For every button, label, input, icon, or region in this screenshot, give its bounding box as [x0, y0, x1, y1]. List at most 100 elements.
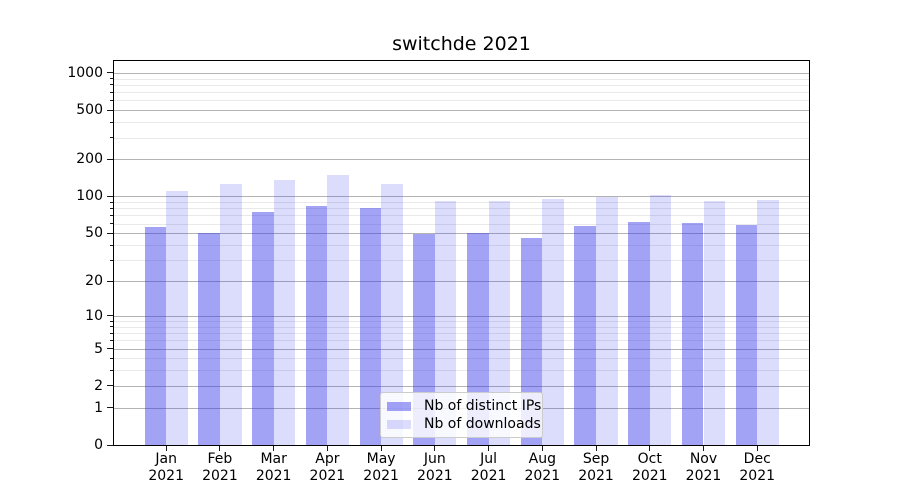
bar-distinct-ips — [628, 222, 650, 445]
y-minor-tick-mark — [110, 99, 113, 101]
minor-gridline — [114, 208, 809, 210]
major-gridline — [114, 196, 809, 198]
y-tick-mark — [107, 315, 113, 317]
bar-downloads — [596, 197, 618, 445]
minor-gridline — [114, 326, 809, 328]
x-tick-mark — [756, 446, 758, 451]
y-minor-tick-mark — [110, 223, 113, 225]
x-tick-label: Dec 2021 — [739, 451, 776, 484]
bar-downloads — [327, 175, 349, 445]
bar-distinct-ips — [305, 206, 328, 445]
x-tick-mark — [595, 446, 597, 451]
x-tick-mark — [649, 446, 651, 451]
y-minor-tick-mark — [110, 244, 113, 246]
minor-gridline — [114, 100, 809, 102]
y-tick-label: 500 — [76, 102, 103, 119]
major-gridline — [114, 281, 809, 283]
x-tick-label: Nov 2021 — [685, 451, 722, 484]
bar-downloads — [219, 184, 242, 445]
bar-downloads — [757, 200, 779, 445]
y-tick-label: 5 — [94, 340, 103, 357]
y-minor-tick-mark — [110, 357, 113, 359]
y-minor-tick-mark — [110, 207, 113, 209]
major-gridline — [114, 315, 809, 317]
x-tick-mark — [703, 446, 704, 451]
y-tick-label: 200 — [76, 151, 103, 168]
y-tick-mark — [107, 280, 113, 282]
y-tick-label: 10 — [85, 307, 103, 324]
y-minor-tick-mark — [110, 121, 113, 123]
x-tick-label: Jun 2021 — [417, 451, 453, 484]
minor-gridline — [114, 370, 809, 372]
legend: Nb of distinct IPs Nb of downloads — [380, 392, 543, 438]
y-tick-label: 1 — [94, 399, 103, 416]
major-gridline — [114, 385, 809, 387]
x-tick-mark — [165, 446, 167, 451]
y-minor-tick-mark — [110, 259, 113, 261]
y-tick-mark — [107, 348, 113, 349]
x-tick-mark — [541, 446, 543, 451]
x-tick-label: Sep 2021 — [578, 451, 614, 484]
y-minor-tick-mark — [110, 332, 113, 334]
x-tick-label: Feb 2021 — [202, 451, 238, 484]
minor-gridline — [114, 122, 809, 124]
legend-label: Nb of distinct IPs — [424, 398, 542, 414]
x-tick-label: Apr 2021 — [309, 451, 346, 484]
bar-distinct-ips — [735, 224, 758, 445]
plot-area — [113, 60, 810, 446]
minor-gridline — [114, 84, 809, 86]
y-tick-mark — [107, 444, 113, 446]
major-gridline — [114, 72, 809, 74]
x-tick-mark — [219, 446, 221, 451]
minor-gridline — [114, 202, 809, 204]
minor-gridline — [114, 333, 809, 335]
major-gridline — [114, 233, 809, 235]
y-tick-label: 50 — [85, 225, 103, 242]
y-tick-mark — [107, 72, 113, 74]
y-minor-tick-mark — [110, 369, 113, 371]
bar-downloads — [703, 200, 726, 445]
x-tick-label: Oct 2021 — [631, 451, 668, 484]
x-tick-label: Mar 2021 — [255, 451, 292, 484]
major-gridline — [114, 348, 809, 350]
y-minor-tick-mark — [110, 320, 113, 322]
y-tick-label: 0 — [94, 437, 103, 453]
y-minor-tick-mark — [110, 201, 113, 203]
minor-gridline — [114, 245, 809, 246]
legend-swatch-downloads — [387, 419, 411, 429]
x-tick-label: May 2021 — [363, 451, 399, 484]
y-tick-label: 20 — [85, 273, 103, 290]
y-minor-tick-mark — [110, 78, 113, 80]
minor-gridline — [114, 358, 809, 360]
y-tick-mark — [107, 232, 113, 234]
x-tick-label: Aug 2021 — [524, 451, 561, 484]
bar-downloads — [381, 183, 403, 445]
y-tick-label: 2 — [94, 377, 103, 394]
x-tick-mark — [273, 446, 275, 451]
y-tick-label: 1000 — [67, 64, 103, 81]
bar-downloads — [434, 201, 457, 445]
x-tick-mark — [380, 446, 382, 451]
bar-distinct-ips — [574, 226, 597, 445]
minor-gridline — [114, 92, 809, 94]
bar-downloads — [649, 194, 672, 445]
minor-gridline — [114, 321, 809, 322]
y-tick-mark — [107, 195, 113, 197]
y-tick-mark — [107, 109, 113, 111]
y-minor-tick-mark — [110, 326, 113, 328]
y-tick-label: 100 — [76, 188, 103, 205]
chart-title: switchde 2021 — [392, 33, 531, 55]
bar-downloads — [542, 198, 564, 445]
x-tick-mark — [326, 446, 328, 451]
y-minor-tick-mark — [110, 214, 113, 216]
major-gridline — [114, 110, 809, 112]
legend-row: Nb of distinct IPs — [387, 398, 541, 414]
y-tick-mark — [107, 407, 113, 409]
x-tick-label: Jul 2021 — [470, 451, 507, 484]
bar-distinct-ips — [681, 222, 704, 445]
y-minor-tick-mark — [110, 91, 113, 93]
minor-gridline — [114, 260, 809, 262]
y-minor-tick-mark — [110, 339, 113, 341]
bar-downloads — [273, 179, 296, 445]
